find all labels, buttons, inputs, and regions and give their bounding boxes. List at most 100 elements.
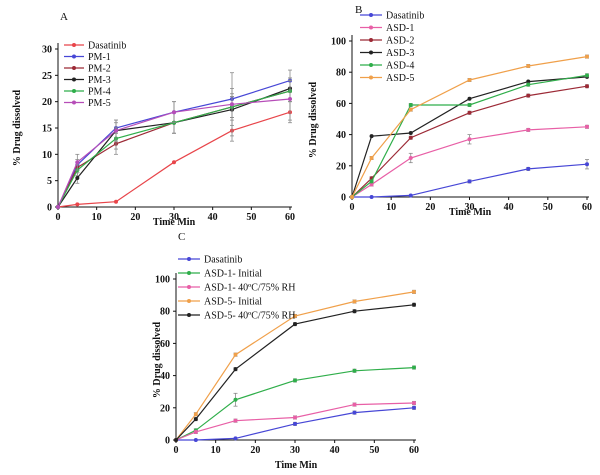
legend-label: PM-4 <box>88 87 111 98</box>
series-asd-5-initial <box>174 289 416 442</box>
data-point <box>293 415 297 420</box>
legend-swatch-marker <box>187 257 191 261</box>
legend-label: PM-2 <box>88 64 111 75</box>
legend-swatch-marker <box>72 100 76 105</box>
legend-swatch-marker <box>187 299 191 303</box>
data-point <box>585 54 589 59</box>
series-asd-1 <box>350 124 589 199</box>
series-line <box>57 98 291 208</box>
y-tick-label: 0 <box>165 436 170 447</box>
panel-label: C <box>178 231 185 243</box>
x-tick-label: 20 <box>130 212 140 223</box>
data-point <box>193 417 198 422</box>
legend-label: Dasatinib <box>88 41 126 52</box>
data-point <box>585 84 589 89</box>
x-axis-label: Time Min <box>153 217 196 228</box>
data-point <box>467 102 472 107</box>
legend-label: ASD-4 <box>386 61 414 72</box>
series-dasatinib <box>174 405 416 442</box>
legend-swatch-marker <box>72 43 76 47</box>
legend-swatch-marker <box>72 77 76 82</box>
x-tick-label: 0 <box>350 202 355 213</box>
data-point <box>412 289 416 294</box>
series-line <box>57 90 291 208</box>
legend-swatch-marker <box>72 54 76 59</box>
series-line <box>352 163 588 198</box>
y-tick-label: 60 <box>160 339 170 350</box>
legend-label: ASD-5- Initial <box>204 297 262 308</box>
data-point <box>193 429 198 434</box>
legend-label: PM-3 <box>88 75 111 86</box>
legend-label: ASD-2 <box>386 36 414 47</box>
data-point <box>526 63 531 68</box>
data-point <box>293 322 297 327</box>
data-point <box>75 160 80 165</box>
x-tick-label: 30 <box>290 445 300 456</box>
series-line <box>175 367 415 441</box>
data-point <box>75 176 80 181</box>
legend-label: ASD-5 <box>386 73 414 84</box>
data-point <box>369 195 374 199</box>
data-point <box>585 162 589 167</box>
data-point <box>114 199 118 204</box>
x-tick-label: 20 <box>250 445 260 456</box>
data-point <box>288 97 292 102</box>
data-point <box>233 367 238 372</box>
data-point <box>172 160 176 165</box>
data-point <box>412 400 416 405</box>
y-axis-label: % Drug dissolved <box>12 90 23 167</box>
y-tick-label: 5 <box>47 176 52 187</box>
panel-label: B <box>355 4 362 16</box>
data-point <box>114 128 118 133</box>
series-line <box>57 80 291 208</box>
data-point <box>467 78 472 82</box>
legend-label: ASD-5- 40ºC/75% RH <box>204 311 295 322</box>
y-tick-label: 20 <box>336 161 346 172</box>
x-axis-label: Time Min <box>449 207 492 218</box>
legend-swatch-marker <box>187 285 191 289</box>
legend-swatch-marker <box>369 25 373 30</box>
x-tick-label: 60 <box>409 445 419 456</box>
data-point <box>585 124 589 129</box>
legend-swatch-marker <box>187 271 191 275</box>
y-tick-label: 10 <box>42 150 52 161</box>
y-tick-label: 0 <box>47 203 52 214</box>
data-point <box>233 352 238 357</box>
data-point <box>369 179 374 184</box>
x-tick-label: 0 <box>174 445 179 456</box>
data-point <box>352 309 357 314</box>
panel-c: 0 10 20 30 40 50 60 0 20 40 60 80 100 Time Min % Drug … <box>152 231 419 471</box>
x-axis-label: Time Min <box>275 460 318 471</box>
data-point <box>467 179 472 184</box>
x-tick-label: 40 <box>208 212 218 223</box>
data-point <box>408 193 413 198</box>
data-point <box>233 397 238 402</box>
series-line <box>351 85 588 198</box>
series-line <box>175 402 415 441</box>
y-tick-label: 100 <box>155 275 170 286</box>
data-point <box>369 182 374 187</box>
legend-label: ASD-1 <box>386 23 414 34</box>
data-point <box>352 402 357 407</box>
legend-swatch-marker <box>187 313 191 317</box>
data-point <box>75 202 80 207</box>
x-tick-label: 40 <box>330 445 340 456</box>
data-point <box>233 436 238 441</box>
data-point <box>526 93 531 98</box>
y-tick-label: 80 <box>336 68 346 79</box>
y-tick-label: 25 <box>42 71 52 82</box>
legend-swatch-marker <box>72 66 76 70</box>
x-tick-label: 50 <box>369 445 379 456</box>
x-tick-label: 10 <box>386 202 396 213</box>
x-tick-label: 30 <box>465 202 475 213</box>
y-tick-label: 40 <box>160 371 170 382</box>
data-point <box>408 156 413 160</box>
data-point <box>233 418 238 423</box>
series-line <box>175 304 415 441</box>
series-line <box>57 87 291 208</box>
data-point <box>408 102 413 107</box>
x-tick-label: 0 <box>56 212 61 223</box>
legend-swatch-marker <box>369 50 373 55</box>
data-point <box>526 166 531 171</box>
